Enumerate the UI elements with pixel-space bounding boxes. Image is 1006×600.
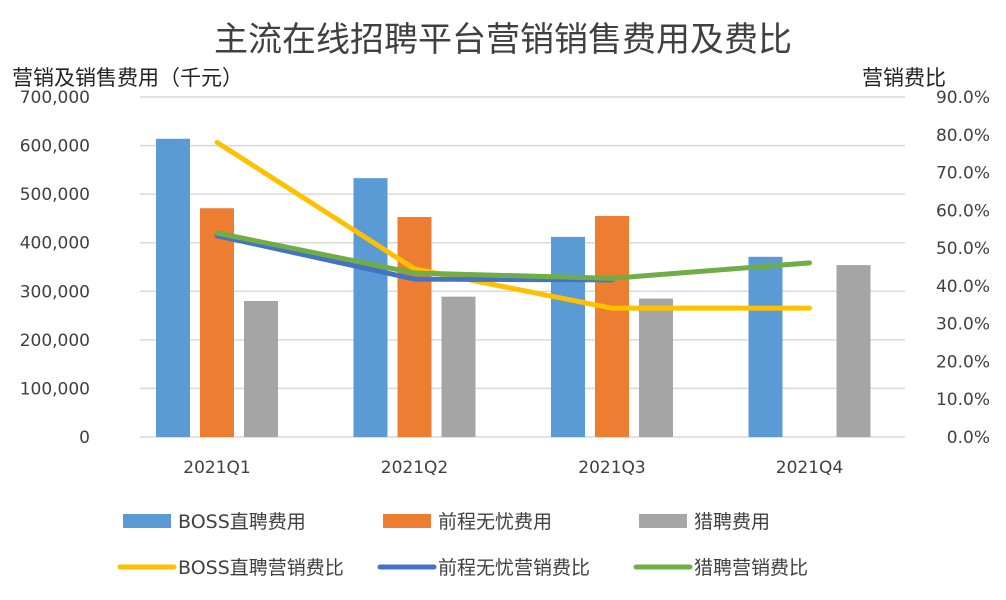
- y2-tick-label: 30.0%: [936, 315, 990, 335]
- bar: [748, 256, 783, 437]
- y2-tick-label: 10.0%: [936, 390, 990, 410]
- x-tick-label: 2021Q2: [381, 458, 448, 478]
- y-tick-label: 300,000: [20, 282, 90, 302]
- line-series: [214, 233, 615, 283]
- y2-tick-label: 90.0%: [936, 88, 990, 108]
- y2-tick-label: 40.0%: [936, 277, 990, 297]
- y2-tick-label: 60.0%: [936, 201, 990, 221]
- y-tick-label: 200,000: [20, 331, 90, 351]
- bar: [353, 178, 388, 437]
- legend-swatch: [123, 514, 171, 528]
- bar: [200, 208, 234, 437]
- legend-swatch: [639, 514, 687, 528]
- legend-label: BOSS直聘营销费比: [178, 557, 344, 579]
- y-tick-label: 600,000: [20, 137, 90, 157]
- x-tick-label: 2021Q1: [183, 458, 250, 478]
- legend-label: 猎聘营销费比: [694, 557, 808, 579]
- legend-label: 前程无忧营销费比: [438, 557, 590, 579]
- line-series: [214, 139, 812, 311]
- legend-swatch: [383, 514, 431, 528]
- bar: [397, 216, 432, 437]
- y2-tick-label: 70.0%: [936, 164, 990, 184]
- chart-title: 主流在线招聘平台营销销售费用及费比: [214, 20, 792, 60]
- x-tick-label: 2021Q4: [776, 458, 843, 478]
- y2-tick-label: 50.0%: [936, 239, 990, 259]
- legend-label: BOSS直聘费用: [178, 511, 306, 533]
- y-axis-label: 营销及销售费用（千元）: [12, 66, 243, 90]
- bar: [595, 216, 629, 437]
- y2-axis-label: 营销费比: [862, 66, 946, 90]
- y-tick-label: 500,000: [20, 185, 90, 205]
- y2-tick-label: 0.0%: [947, 428, 990, 448]
- bar: [244, 301, 278, 437]
- legend-label: 前程无忧费用: [438, 511, 552, 533]
- legend-label: 猎聘费用: [694, 511, 770, 533]
- bar: [551, 236, 585, 437]
- y-tick-label: 700,000: [20, 88, 90, 108]
- y2-tick-label: 80.0%: [936, 126, 990, 146]
- y-tick-label: 100,000: [20, 379, 90, 399]
- bar: [156, 138, 190, 437]
- bar: [639, 298, 673, 437]
- y-tick-label: 400,000: [20, 234, 90, 254]
- bar: [441, 296, 476, 437]
- y2-tick-label: 20.0%: [936, 352, 990, 372]
- bar: [836, 265, 871, 437]
- x-tick-label: 2021Q3: [578, 458, 645, 478]
- y-tick-label: 0: [79, 428, 90, 448]
- line-series: [214, 230, 812, 281]
